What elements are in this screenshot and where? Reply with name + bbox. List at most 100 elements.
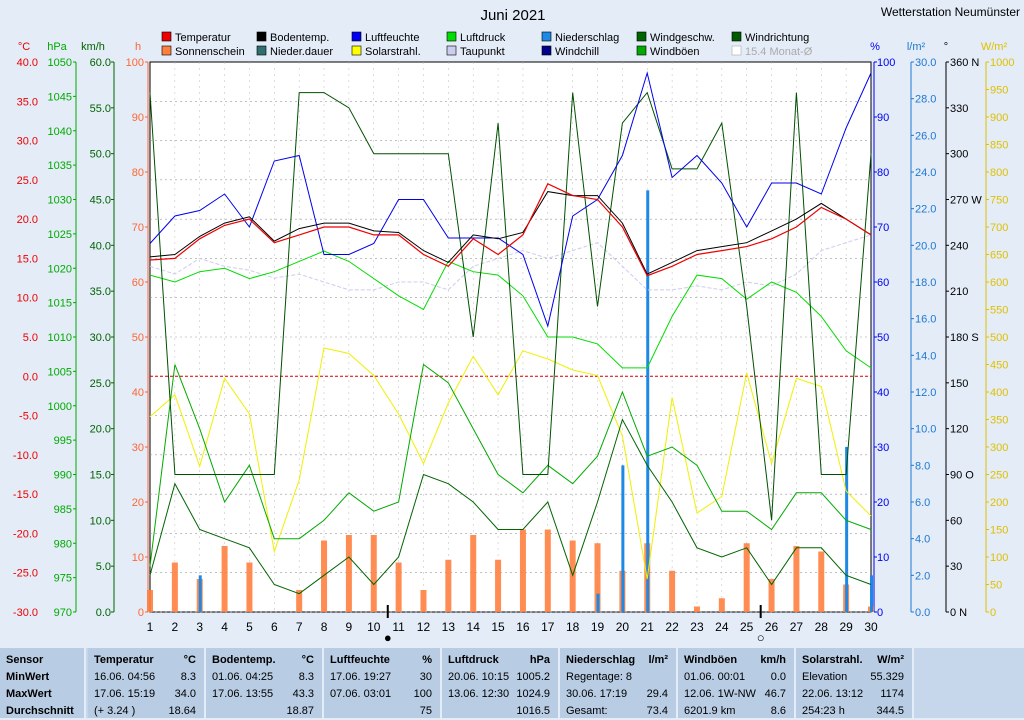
x-tick-label: 13: [442, 620, 456, 634]
humidity-tick-label: 90: [877, 112, 889, 124]
series-line-windrichtung: [149, 91, 872, 521]
solar-tick-label: 900: [990, 112, 1008, 124]
direction-tick-label: 180 S: [950, 332, 979, 344]
axis-labels: °C 40.0 35.0 30.0 25.0 20.0 15.0 10.0 5.0 0.0 -5.0…: [13, 41, 1015, 619]
stats-min-value: 30: [419, 671, 432, 683]
sunshine-bar: [768, 579, 775, 612]
series-line-luftdruck: [149, 250, 872, 369]
sunshine-bar: [669, 570, 676, 612]
pressure-tick-label: 1035: [48, 160, 72, 172]
wind-tick-label: 60.0: [90, 57, 111, 69]
stats-row: Sensor: [0, 652, 84, 669]
legend-swatch: [161, 45, 172, 56]
temp-tick-label: -10.0: [13, 450, 38, 462]
legend-label: Nieder.dauer: [270, 46, 333, 58]
stats-avg-note: 254:23 h: [802, 705, 845, 717]
x-tick-label: 25: [740, 620, 754, 634]
legend-swatch: [636, 45, 647, 56]
stats-avg-row: 254:23 h 344.5: [796, 703, 912, 720]
sunshine-bar: [693, 606, 700, 612]
hours-tick-label: 20: [132, 497, 144, 509]
stats-avg-row: 75: [324, 703, 440, 720]
solar-tick-label: 100: [990, 552, 1008, 564]
solar-tick-label: 450: [990, 360, 1008, 372]
precip-tick-label: 6.0: [915, 497, 930, 509]
solar-tick-label: 700: [990, 222, 1008, 234]
precip-tick-label: 12.0: [915, 387, 936, 399]
temp-tick-label: 25.0: [17, 175, 38, 187]
stats-min-row: 01.06. 04:25 8.3: [206, 669, 322, 686]
wind-tick-label: 40.0: [90, 240, 111, 252]
legend-swatch: [731, 45, 742, 56]
direction-tick-label: 360 N: [950, 57, 979, 69]
stats-column-unit: W/m²: [877, 654, 904, 666]
x-tick-label: 4: [221, 620, 228, 634]
temp-tick-label: -15.0: [13, 489, 38, 501]
x-axis: 1 2 3 4 5 6 7 8 9 10 11 12 13 14 15 16 17 18 19 20 21 22 23 24 2…: [147, 605, 878, 645]
wind-tick-label: 20.0: [90, 424, 111, 436]
stats-column-unit: hPa: [529, 654, 550, 666]
x-tick-label: 24: [715, 620, 729, 634]
wind-tick-label: 25.0: [90, 378, 111, 390]
stats-row-label: Sensor: [6, 654, 44, 666]
legend-swatch: [161, 31, 172, 42]
stats-row-label: MinWert: [6, 671, 50, 683]
humidity-tick-label: 60: [877, 277, 889, 289]
stats-avg-value: 1016.5: [516, 705, 550, 717]
legend: Temperatur Sonnenschein Bodentemp. Nieder.d…: [161, 31, 813, 58]
stats-column-title: Luftfeuchte: [330, 654, 390, 666]
legend-label: Sonnenschein: [175, 46, 245, 58]
temp-tick-label: 30.0: [17, 136, 38, 148]
hours-tick-label: 100: [126, 57, 144, 69]
hours-tick-label: 30: [132, 442, 144, 454]
solar-tick-label: 950: [990, 85, 1008, 97]
stats-avg-value: 18.87: [286, 705, 314, 717]
stats-max-row: 22.06. 13:12 1174: [796, 686, 912, 703]
stats-avg-row: 1016.5: [442, 703, 558, 720]
humidity-tick-label: 30: [877, 442, 889, 454]
precip-tick-label: 16.0: [915, 314, 936, 326]
sunshine-bar: [420, 590, 427, 612]
stats-header-row: Solarstrahl. W/m²: [796, 652, 912, 669]
precip-tick-label: 24.0: [915, 167, 936, 179]
stats-max-value: 1024.9: [516, 688, 550, 700]
legend-label: Solarstrahl.: [365, 46, 421, 58]
direction-tick-label: 150: [950, 378, 968, 390]
stats-column-unit: °C: [183, 654, 196, 666]
direction-tick-label: 30: [950, 561, 962, 573]
stats-avg-row: 18.87: [206, 703, 322, 720]
stats-max-time: 07.06. 03:01: [330, 688, 392, 700]
stats-avg-note: 6201.9 km: [684, 705, 736, 717]
chart-title: Juni 2021: [480, 7, 545, 24]
temp-tick-label: -25.0: [13, 568, 38, 580]
temp-tick-label: 35.0: [17, 96, 38, 108]
direction-tick-label: 210: [950, 286, 968, 298]
wind-tick-label: 30.0: [90, 332, 111, 344]
temp-tick-label: 5.0: [23, 332, 38, 344]
sunshine-bar: [818, 551, 825, 612]
pressure-tick-label: 985: [54, 504, 72, 516]
pressure-tick-label: 1005: [48, 366, 72, 378]
stats-min-row: Elevation 55.329: [796, 669, 912, 686]
x-tick-label: 27: [790, 620, 804, 634]
stats-column-title: Temperatur: [94, 654, 154, 666]
wind-tick-label: 5.0: [96, 561, 111, 573]
station-name: Wetterstation Neumünster: [881, 5, 1020, 19]
stats-header-row: Luftdruck hPa: [442, 652, 558, 669]
stats-max-value: 1174: [880, 688, 904, 700]
stats-min-time: Elevation: [802, 671, 848, 683]
precip-tick-label: 0.0: [915, 607, 930, 619]
precip-tick-label: 28.0: [915, 94, 936, 106]
x-tick-label: 29: [839, 620, 853, 634]
precip-tick-label: 10.0: [915, 424, 936, 436]
stats-max-row: 12.06. 1W-NW 46.7: [678, 686, 794, 703]
stats-avg-row: 6201.9 km 8.6: [678, 703, 794, 720]
humidity-tick-label: 0: [877, 607, 883, 619]
x-tick-label: 11: [392, 620, 405, 634]
precipitation-bar: [646, 190, 650, 613]
precipitation-bar: [198, 575, 202, 612]
stats-min-row: Regentage: 8: [560, 669, 676, 686]
solar-tick-label: 500: [990, 332, 1008, 344]
series-line-temperatur: [149, 183, 872, 277]
pressure-tick-label: 995: [54, 435, 72, 447]
